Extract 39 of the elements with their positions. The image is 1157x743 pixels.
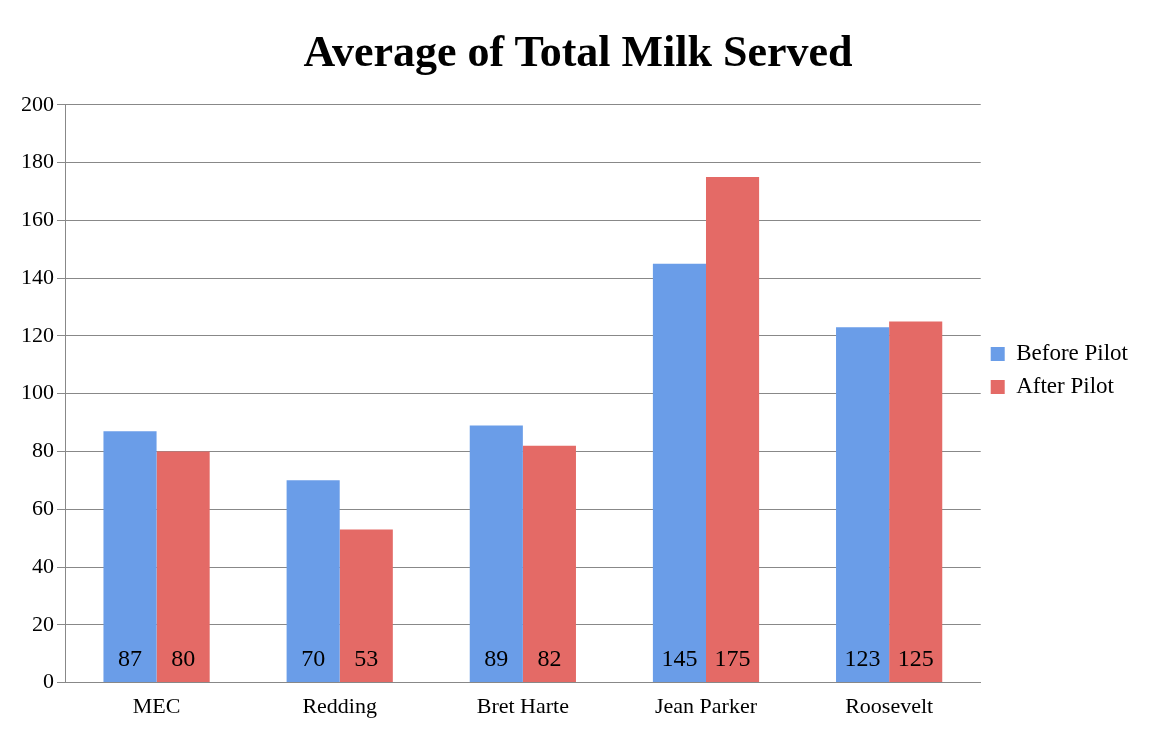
legend-label: After Pilot [1016,373,1115,399]
data-label: 123 [844,645,881,672]
data-label: 145 [661,645,698,672]
y-tick-label: 40 [32,552,54,578]
y-tick-label: 160 [21,206,54,232]
bar [156,451,210,683]
data-label: 82 [537,645,562,672]
legend-label: Before Pilot [1016,340,1129,366]
bar [469,425,523,683]
data-label: 70 [301,645,326,672]
bar [889,321,943,683]
x-tick-label: Redding [302,692,377,718]
bar [103,431,157,683]
y-tick-label: 80 [32,437,54,463]
bar [339,529,393,683]
y-tick-label: 180 [21,148,54,174]
data-label: 89 [484,645,509,672]
y-tick-label: 140 [21,263,54,289]
x-tick-label: MEC [132,692,181,718]
y-tick-label: 20 [32,610,54,636]
y-tick-label: 120 [21,321,54,347]
bar [652,263,706,683]
data-label: 53 [354,645,379,672]
chart-title: Average of Total Milk Served [303,26,853,76]
bar [522,445,576,683]
data-label: 175 [714,645,751,672]
y-tick-label: 200 [21,90,54,116]
y-tick-label: 0 [43,668,54,694]
y-tick-label: 100 [21,379,54,405]
x-tick-label: Jean Parker [654,692,758,718]
bar [706,177,760,683]
data-label: 80 [171,645,196,672]
bar [836,327,890,683]
x-tick-label: Roosevelt [845,692,934,718]
data-label: 87 [118,645,143,672]
y-tick-label: 60 [32,495,54,521]
bar [286,480,340,683]
data-label: 125 [897,645,934,672]
x-tick-label: Bret Harte [476,692,569,718]
